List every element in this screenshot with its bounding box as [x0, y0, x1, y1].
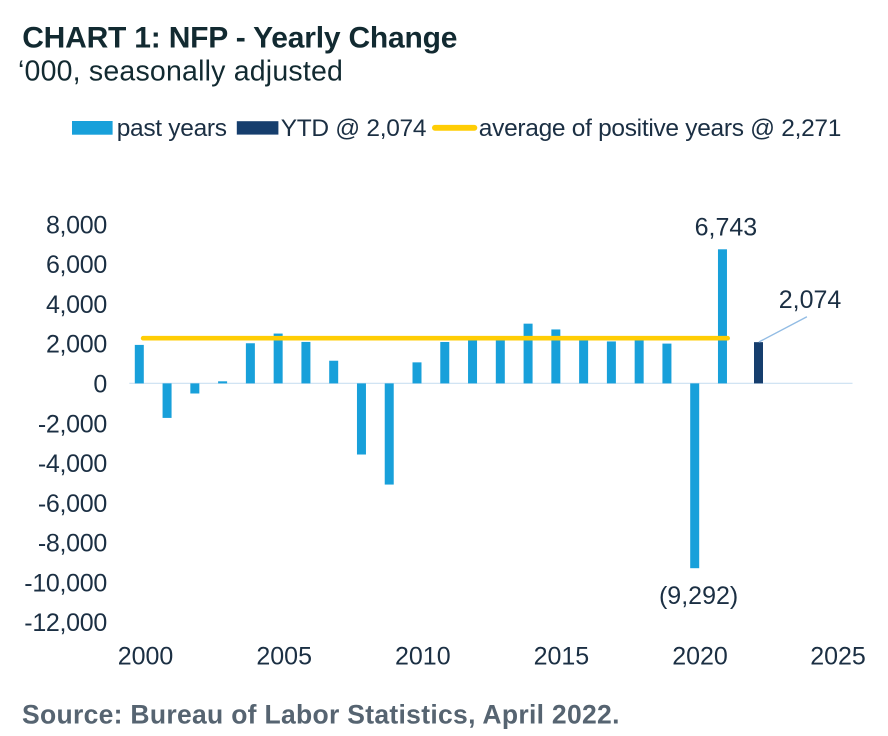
- svg-text:2000: 2000: [118, 642, 174, 670]
- svg-text:-10,000: -10,000: [24, 569, 107, 597]
- svg-text:Source: Bureau of Labor Statis: Source: Bureau of Labor Statistics, Apri…: [22, 700, 620, 730]
- svg-text:-2,000: -2,000: [38, 410, 107, 438]
- svg-text:2,074: 2,074: [779, 286, 842, 314]
- svg-text:2010: 2010: [395, 642, 451, 670]
- svg-text:2005: 2005: [256, 642, 312, 670]
- svg-text:4,000: 4,000: [46, 291, 107, 319]
- svg-text:2,000: 2,000: [46, 331, 107, 359]
- svg-text:6,000: 6,000: [46, 251, 107, 279]
- svg-text:0: 0: [93, 371, 107, 399]
- svg-text:2020: 2020: [672, 642, 728, 670]
- svg-text:(9,292): (9,292): [659, 582, 738, 610]
- svg-text:6,743: 6,743: [695, 213, 758, 241]
- svg-text:-8,000: -8,000: [38, 530, 107, 558]
- svg-text:8,000: 8,000: [46, 211, 107, 239]
- svg-text:past years: past years: [117, 115, 227, 142]
- svg-text:-6,000: -6,000: [38, 490, 107, 518]
- svg-text:CHART 1: NFP - Yearly Change: CHART 1: NFP - Yearly Change: [22, 22, 457, 55]
- svg-text:-4,000: -4,000: [38, 450, 107, 478]
- svg-text:‘000, seasonally adjusted: ‘000, seasonally adjusted: [18, 55, 343, 87]
- svg-text:2015: 2015: [534, 642, 590, 670]
- svg-text:2025: 2025: [810, 642, 866, 670]
- svg-text:average of positive years @ 2,: average of positive years @ 2,271: [479, 115, 841, 142]
- svg-text:-12,000: -12,000: [24, 609, 107, 637]
- svg-text:YTD @ 2,074: YTD @ 2,074: [281, 115, 427, 142]
